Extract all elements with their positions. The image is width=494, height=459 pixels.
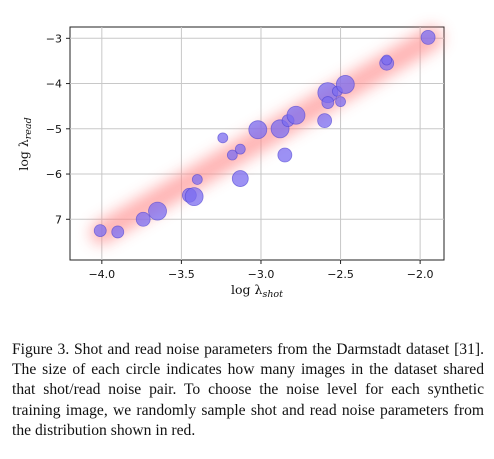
data-point [226,149,238,161]
data-point [184,187,204,207]
data-points [93,30,436,239]
data-point [191,174,203,185]
data-point [234,143,246,155]
data-point [286,105,306,125]
y-tick-label: −5 [46,123,62,136]
x-tick-label: −2.5 [327,268,354,281]
x-tick-label: −3.5 [168,268,195,281]
y-tick-label: −3 [46,32,62,45]
data-point [317,113,333,129]
data-point [335,75,355,94]
data-point [93,224,107,237]
x-tick-label: −2.0 [407,268,434,281]
data-point [248,120,268,140]
data-point [111,225,125,239]
x-tick-label: −3.0 [248,268,275,281]
y-axis-label: log λread [16,117,34,170]
x-tick-label: −4.0 [88,268,115,281]
data-point [135,211,151,227]
data-point [217,132,229,144]
data-point [277,147,293,163]
data-point [148,201,167,221]
x-axis-label: log λshot [231,282,283,300]
noise-parameter-figure: −4.0 −3.5 −3.0 −2.5 −2.0 −3 −4 −5 −6 7 log λshot… [16,25,445,300]
data-point [381,54,393,66]
data-point [321,96,335,109]
x-axis-ticks: −4.0 −3.5 −3.0 −2.5 −2.0 [88,260,433,281]
figure-caption: Figure 3. Shot and read noise parameters… [12,341,484,439]
band-core [96,33,437,238]
data-point [335,96,346,108]
y-tick-label: 7 [55,213,62,226]
data-point [420,30,436,45]
y-axis-ticks: −3 −4 −5 −6 7 [46,32,70,226]
y-tick-label: −6 [46,168,62,181]
noise-distribution-band [88,25,445,246]
y-tick-label: −4 [46,78,62,91]
scatter-chart: −4.0 −3.5 −3.0 −2.5 −2.0 −3 −4 −5 −6 7 log λshot… [16,25,445,300]
data-point [231,170,249,187]
